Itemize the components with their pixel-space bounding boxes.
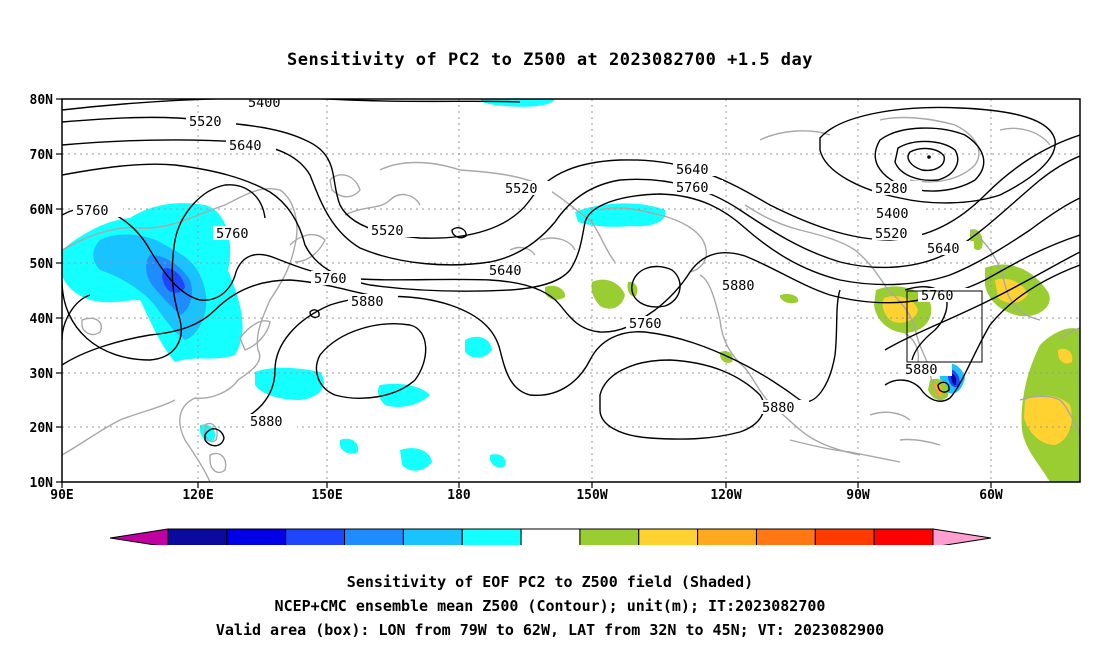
colorbar-cell bbox=[520, 528, 581, 545]
contour-labels: 5400 5520 5640 5520 5640 5760 5280 5400 … bbox=[73, 95, 974, 430]
longitude-labels: 90E 120E 150E 180 150W 120W 90W 60W bbox=[50, 488, 1003, 503]
map-title: Sensitivity of PC2 to Z500 at 2023082700… bbox=[286, 50, 813, 70]
contour-label: 5520 bbox=[505, 181, 538, 197]
caption-line-2: NCEP+CMC ensemble mean Z500 (Contour); u… bbox=[274, 597, 826, 615]
contour-label: 5640 bbox=[229, 138, 262, 154]
contour-label: 5880 bbox=[905, 362, 938, 378]
positive-sensitivity-shading bbox=[545, 229, 1080, 482]
lat-label: 20N bbox=[30, 421, 54, 436]
lat-label: 80N bbox=[30, 93, 54, 108]
contour-label: 5760 bbox=[676, 180, 709, 196]
contour-label: 5880 bbox=[762, 400, 795, 416]
colorbar-cell bbox=[402, 528, 463, 545]
lon-label: 150E bbox=[311, 488, 342, 503]
caption-line-1: Sensitivity of EOF PC2 to Z500 field (Sh… bbox=[346, 573, 754, 591]
axis-ticks bbox=[56, 98, 992, 488]
colorbar-cell bbox=[697, 528, 757, 545]
colorbar-cell bbox=[461, 528, 522, 545]
lat-label: 50N bbox=[30, 257, 54, 272]
lon-label: 60W bbox=[979, 488, 1003, 503]
low-center-marker bbox=[927, 155, 931, 159]
contour-label: 5520 bbox=[189, 114, 222, 130]
colorbar-cell bbox=[285, 528, 346, 545]
contour-label: 5880 bbox=[351, 294, 384, 310]
negative-sensitivity-shading bbox=[62, 99, 965, 471]
colorbar: -0.9-0.8-0.7-0.6-0.5-0.4-0.30.30.40.50.6… bbox=[109, 528, 992, 545]
lon-label: 180 bbox=[447, 488, 471, 503]
colorbar-cell bbox=[226, 528, 287, 545]
contour-label: 5760 bbox=[629, 316, 662, 332]
contour-label: 5400 bbox=[248, 95, 281, 111]
colorbar-over-triangle bbox=[932, 528, 992, 545]
contour-label: 5280 bbox=[875, 181, 908, 197]
lat-label: 10N bbox=[30, 476, 54, 491]
contour-label: 5640 bbox=[927, 241, 960, 257]
colorbar-cell bbox=[873, 528, 934, 545]
lon-label: 90E bbox=[50, 488, 73, 503]
colorbar-cell bbox=[814, 528, 875, 545]
contour-label: 5760 bbox=[314, 271, 347, 287]
contour-label: 5880 bbox=[722, 278, 755, 294]
lon-label: 90W bbox=[846, 488, 870, 503]
contour-label: 5760 bbox=[921, 288, 954, 304]
latitude-labels: 80N 70N 60N 50N 40N 30N 20N 10N bbox=[30, 93, 54, 491]
contour-label: 5640 bbox=[676, 162, 709, 178]
contour-label: 5520 bbox=[875, 226, 908, 242]
gridlines bbox=[62, 99, 1080, 482]
colorbar-cell bbox=[638, 528, 699, 545]
lon-label: 120E bbox=[182, 488, 213, 503]
map-frame bbox=[61, 98, 1081, 483]
lon-label: 150W bbox=[576, 488, 607, 503]
colorbar-cell bbox=[167, 528, 228, 545]
lat-label: 40N bbox=[30, 312, 54, 327]
contour-label: 5760 bbox=[216, 226, 249, 242]
contour-label: 5400 bbox=[876, 206, 909, 222]
colorbar-cell bbox=[344, 528, 404, 545]
contour-label: 5760 bbox=[76, 203, 109, 219]
contour-label: 5520 bbox=[371, 223, 404, 239]
lat-label: 60N bbox=[30, 203, 54, 218]
colorbar-under-triangle bbox=[109, 528, 169, 545]
colorbar-cell bbox=[579, 528, 640, 545]
contour-label: 5640 bbox=[489, 263, 522, 279]
colorbar-cell bbox=[755, 528, 816, 545]
lat-label: 70N bbox=[30, 148, 54, 163]
contour-label: 5880 bbox=[250, 414, 283, 430]
lat-label: 30N bbox=[30, 367, 54, 382]
valid-area-box bbox=[906, 290, 983, 363]
caption-line-3: Valid area (box): LON from 79W to 62W, L… bbox=[215, 621, 885, 639]
sensitivity-map: 5400 5520 5640 5520 5640 5760 5280 5400 … bbox=[30, 93, 1081, 545]
lon-label: 120W bbox=[710, 488, 741, 503]
